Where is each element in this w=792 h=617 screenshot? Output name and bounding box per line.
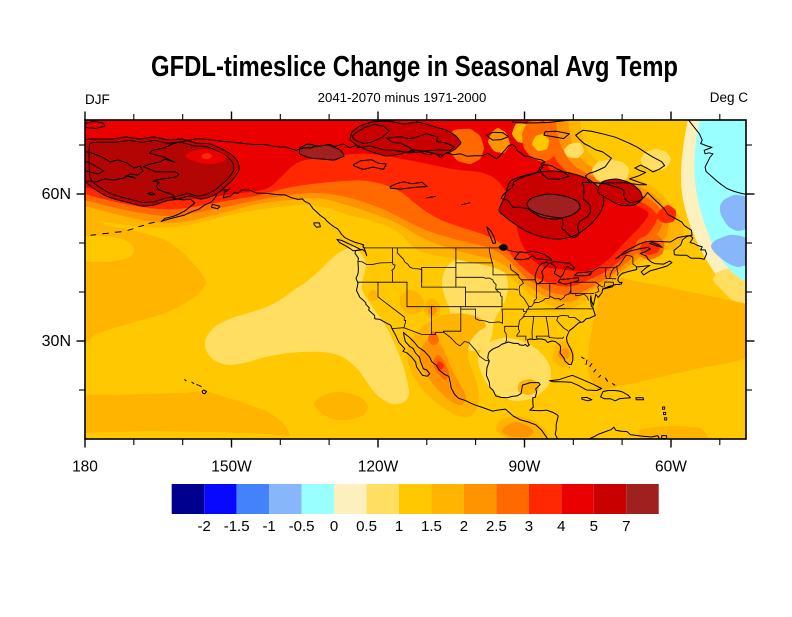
svg-text:7: 7 [622,518,630,535]
svg-text:DJF: DJF [85,92,110,107]
svg-text:2.5: 2.5 [486,518,507,535]
svg-text:0.5: 0.5 [356,518,377,535]
svg-text:4: 4 [557,518,565,535]
svg-text:-2: -2 [197,518,210,535]
svg-text:60W: 60W [655,459,687,476]
svg-text:30N: 30N [42,333,71,350]
svg-text:150W: 150W [211,459,252,476]
svg-text:-1.5: -1.5 [224,518,250,535]
svg-text:3: 3 [525,518,533,535]
svg-text:1.5: 1.5 [421,518,442,535]
svg-text:GFDL-timeslice Change in Seaso: GFDL-timeslice Change in Seasonal Avg Te… [151,51,678,83]
svg-text:180: 180 [72,459,98,476]
svg-text:Deg C: Deg C [710,90,749,105]
svg-text:120W: 120W [358,459,399,476]
svg-text:-0.5: -0.5 [289,518,315,535]
svg-text:2041-2070 minus 1971-2000: 2041-2070 minus 1971-2000 [318,90,487,105]
svg-text:60N: 60N [42,186,71,203]
svg-text:1: 1 [395,518,403,535]
svg-text:2: 2 [460,518,468,535]
svg-text:90W: 90W [509,459,541,476]
svg-text:0: 0 [330,518,338,535]
svg-text:5: 5 [590,518,598,535]
svg-text:-1: -1 [262,518,275,535]
